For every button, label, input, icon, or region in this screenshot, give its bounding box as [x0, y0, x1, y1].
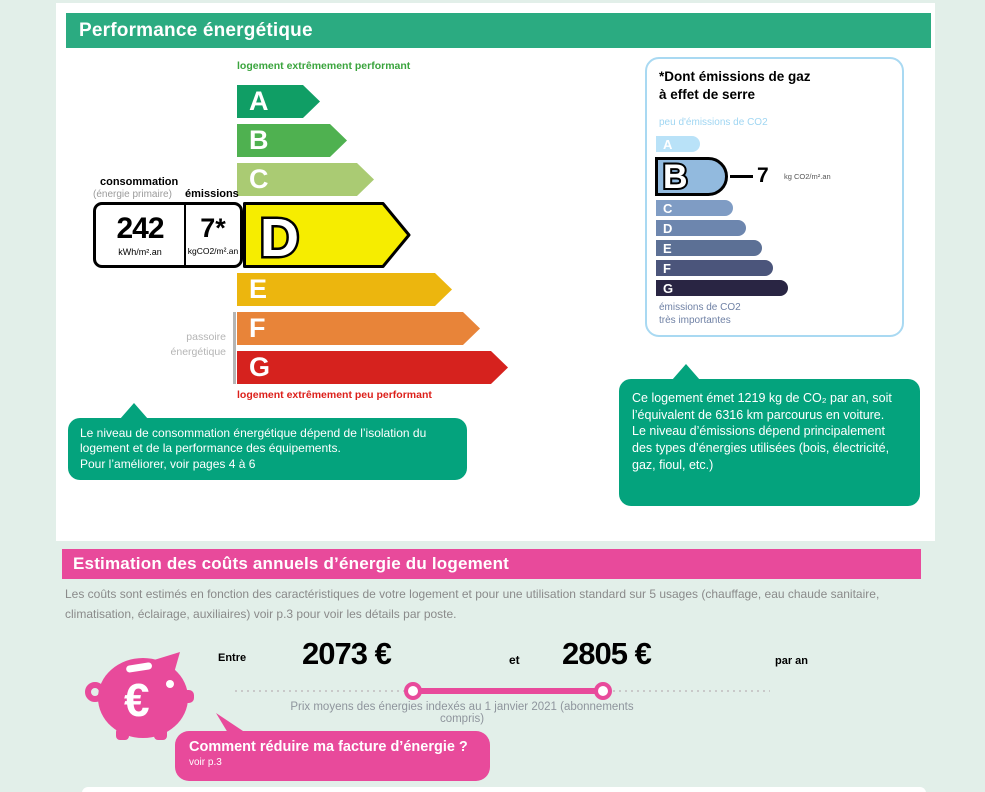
costs-callout: Comment réduire ma facture d’énergie ? v… [175, 731, 490, 781]
ghg-current-value: 7 [757, 164, 769, 187]
passoire-bracket [233, 312, 236, 384]
ghg-bar-a: A [656, 136, 700, 152]
epc-letter-f: F [249, 313, 266, 343]
ghg-bar-b-current: B [655, 157, 728, 196]
par-an-label: par an [775, 655, 809, 667]
ghg-bar-d: D [656, 220, 746, 236]
consumption-callout: Le niveau de consommation énergétique dé… [68, 418, 467, 481]
consumption-value: 242 [116, 211, 164, 245]
ghg-current-unit: kg CO2/m².an [784, 172, 831, 181]
ghg-pointer-line [730, 175, 753, 178]
emission-value: 7* [200, 212, 226, 243]
label-consommation: consommation [100, 176, 179, 188]
epc-arrow-e: E [237, 273, 452, 306]
cost-range-fill [413, 688, 603, 694]
emissions-callout: Ce logement émet 1219 kg de CO₂ par an, … [619, 379, 920, 506]
costs-callout-subtitle: voir p.3 [189, 757, 222, 768]
performance-section-header: Performance énergétique [66, 13, 931, 48]
svg-text:B: B [663, 160, 688, 193]
epc-arrow-d-shape: D [243, 202, 411, 271]
epc-letter-g: G [249, 352, 271, 382]
entre-label: Entre [218, 652, 247, 664]
ghg-bar-f: F [656, 260, 773, 276]
et-label: et [509, 653, 520, 667]
next-panel-edge [82, 787, 926, 792]
ghg-bar-e: E [656, 240, 762, 256]
epc-arrow-f: F [237, 312, 480, 345]
consumption-unit: kWh/m².an [118, 246, 162, 257]
costs-description: Les coûts sont estimés en fonction des c… [65, 587, 880, 621]
price-note: Prix moyens des énergies indexés au 1 ja… [290, 701, 634, 725]
piggy-bank-icon: € [80, 640, 198, 747]
epc-arrow-a: A [237, 85, 320, 118]
epc-letter-b: B [249, 125, 269, 155]
emission-unit: kgCO2/m².an [187, 245, 239, 256]
performance-title: Performance énergétique [79, 20, 313, 41]
ghg-letter-b: B [661, 160, 690, 193]
epc-letter-d: D [260, 208, 299, 268]
costs-section-header: Estimation des coûts annuels d’énergie d… [62, 549, 921, 579]
epc-letter-a: A [249, 86, 269, 116]
epc-letter-c: C [249, 164, 269, 194]
costs-title: Estimation des coûts annuels d’énergie d… [73, 554, 510, 573]
cost-range-handle-max [594, 682, 612, 700]
ghg-high-label: émissions de CO2 très importantes [659, 302, 741, 326]
ghg-title: *Dont émissions de gaz à effet de serre [659, 69, 811, 102]
ghg-bar-c: C [656, 200, 733, 216]
passoire-label: passoire énergétique [170, 331, 226, 358]
epc-arrow-g: G [237, 351, 508, 384]
cost-min: 2073 € [302, 636, 392, 671]
costs-callout-pointer [216, 713, 246, 733]
ghg-low-label: peu d'émissions de CO2 [659, 117, 768, 128]
costs-callout-title: Comment réduire ma facture d’énergie ? [189, 739, 468, 755]
ghg-bar-g: G [656, 280, 788, 296]
piggy-euro-symbol: € [124, 674, 150, 726]
epc-arrow-c: C [237, 163, 374, 196]
epc-bottom-label: logement extrêmement peu performant [237, 389, 432, 401]
cost-max: 2805 € [562, 636, 652, 671]
label-energie-primaire: (énergie primaire) [93, 189, 172, 200]
epc-letter-e: E [249, 274, 268, 304]
cost-range-handle-min [404, 682, 422, 700]
consumption-box: 242 kWh/m².an 7* kgCO2/m².an [93, 202, 243, 268]
label-emissions: émissions [185, 188, 239, 200]
epc-top-label: logement extrêmement performant [237, 60, 411, 72]
epc-arrow-d-current: D [243, 202, 412, 271]
epc-arrow-b: B [237, 124, 347, 157]
